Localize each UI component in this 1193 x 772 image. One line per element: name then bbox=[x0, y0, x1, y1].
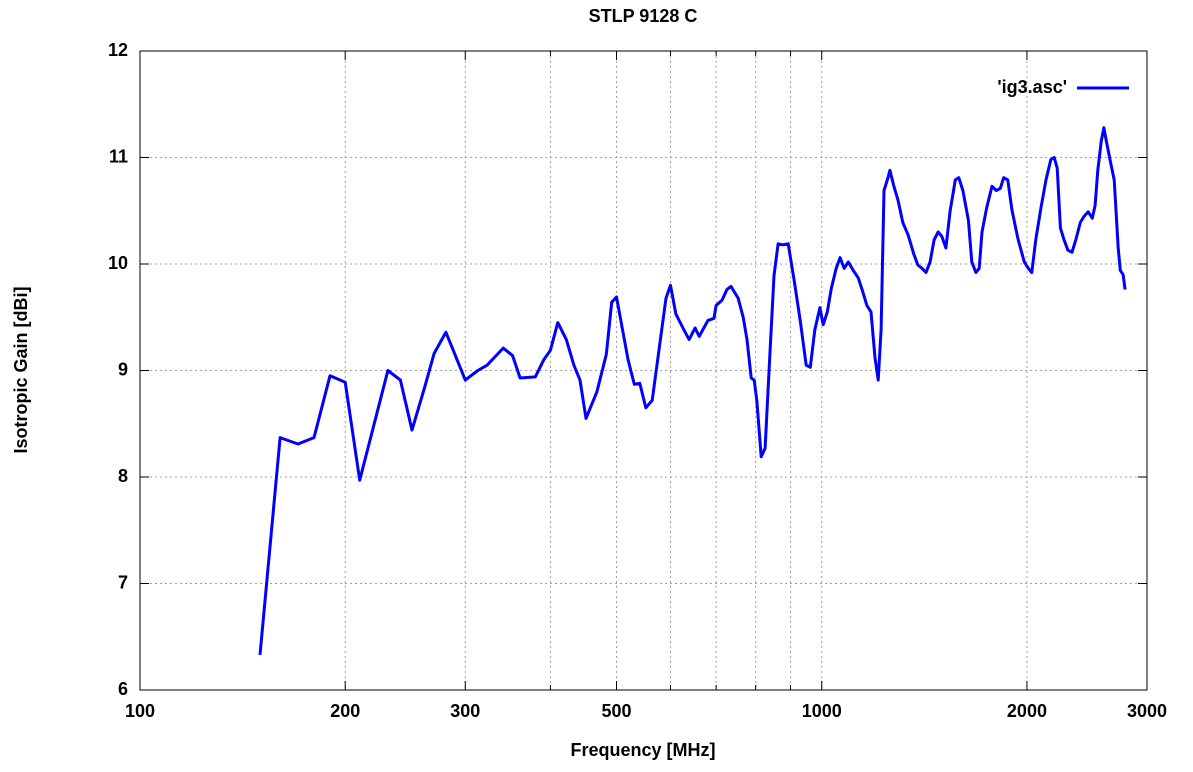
x-tick-label: 1000 bbox=[802, 701, 842, 721]
y-tick-label: 7 bbox=[118, 572, 128, 592]
legend-label: 'ig3.asc' bbox=[997, 77, 1067, 97]
plot-frame bbox=[139, 50, 1148, 691]
y-axis-label: Isotropic Gain [dBi] bbox=[11, 286, 31, 453]
x-tick-label: 2000 bbox=[1007, 701, 1047, 721]
x-tick-label: 3000 bbox=[1127, 701, 1167, 721]
x-tick-label: 500 bbox=[601, 701, 631, 721]
y-tick-label: 12 bbox=[108, 40, 128, 60]
x-axis-label: Frequency [MHz] bbox=[570, 740, 715, 760]
y-tick-label: 11 bbox=[109, 146, 128, 166]
data-line bbox=[258, 126, 1127, 656]
y-tick-label: 6 bbox=[118, 679, 128, 699]
y-tick-label: 9 bbox=[118, 359, 128, 379]
chart-title: STLP 9128 C bbox=[589, 6, 698, 26]
x-tick-label: 300 bbox=[450, 701, 480, 721]
x-tick-label: 100 bbox=[125, 701, 155, 721]
x-tick-label: 200 bbox=[330, 701, 360, 721]
y-tick-label: 8 bbox=[118, 466, 128, 486]
y-tick-label: 10 bbox=[108, 253, 128, 273]
